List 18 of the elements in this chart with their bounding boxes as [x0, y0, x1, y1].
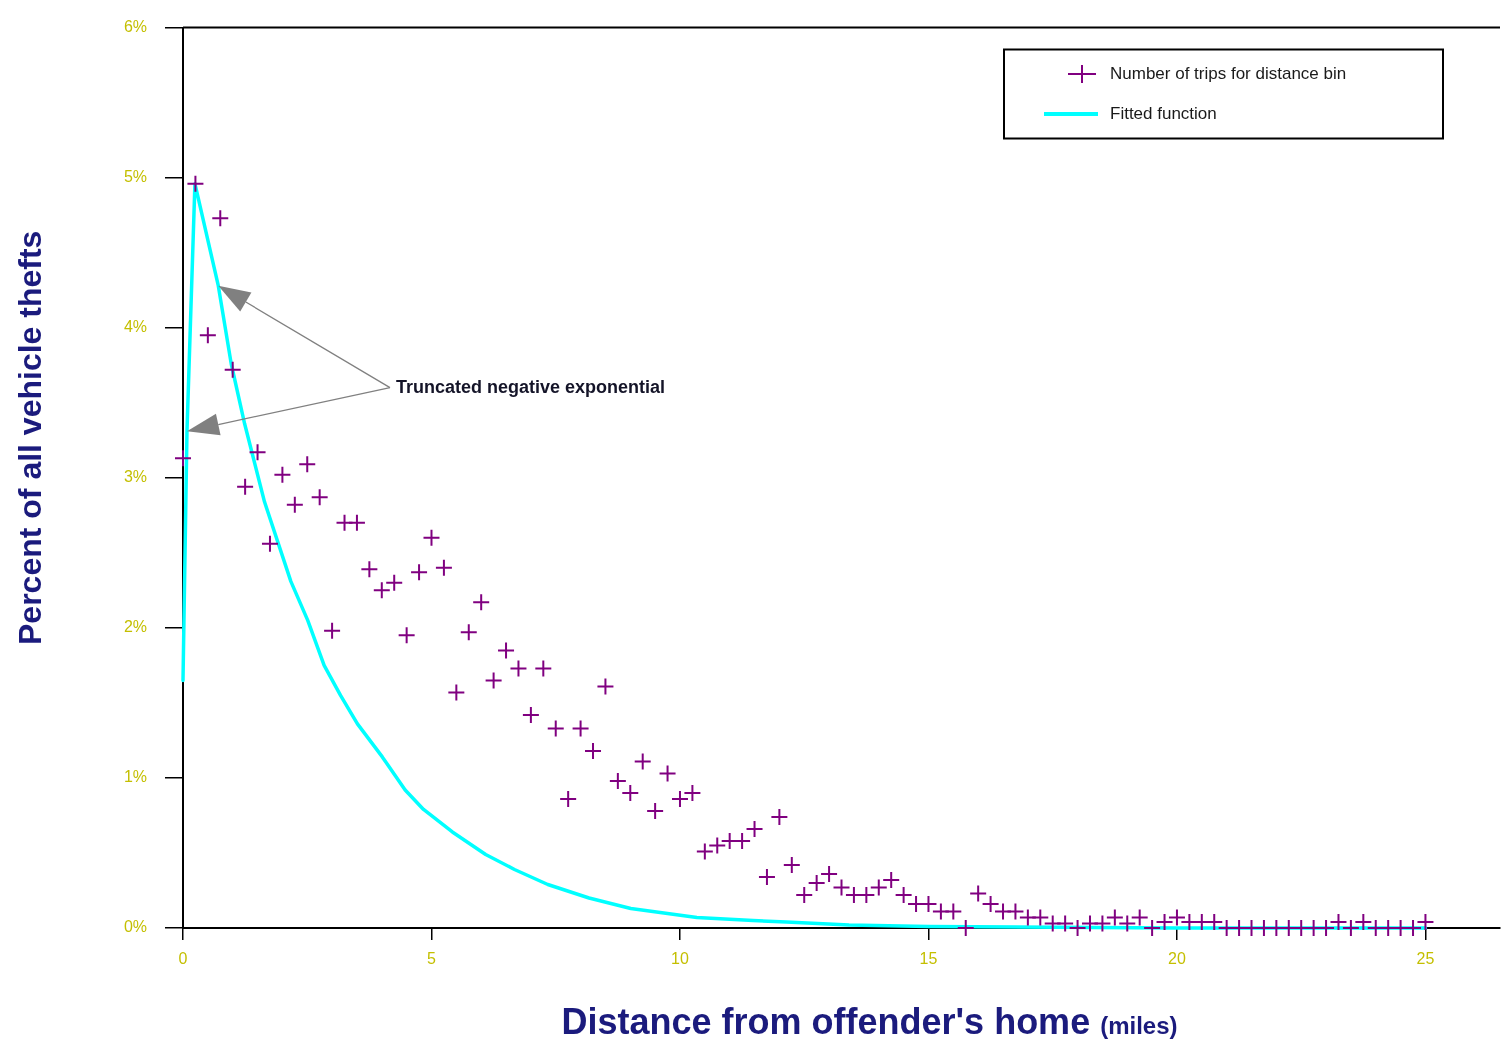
y-tick-label: 1%	[123, 768, 147, 786]
y-tick-label: 3%	[123, 468, 147, 486]
y-tick-label: 6%	[123, 18, 147, 36]
x-tick-label: 0	[178, 950, 188, 968]
y-tick-label: 0%	[123, 918, 147, 936]
x-tick-label: 5	[427, 950, 437, 968]
y-tick-label: 4%	[123, 318, 147, 336]
x-tick-label: 15	[919, 950, 938, 968]
y-tick-label: 2%	[123, 618, 147, 636]
legend-label: Fitted function	[1110, 103, 1217, 123]
legend-label: Number of trips for distance bin	[1110, 63, 1347, 83]
annotation: Truncated negative exponential	[396, 376, 666, 397]
y-axis-title: Percent of all vehicle thefts	[11, 230, 48, 645]
x-tick-label: 25	[1416, 950, 1435, 968]
x-axis-title: Distance from offender's home (miles)	[561, 1001, 1178, 1042]
x-tick-label: 20	[1168, 950, 1186, 968]
y-tick-label: 5%	[123, 168, 147, 186]
x-tick-label: 10	[671, 950, 689, 968]
